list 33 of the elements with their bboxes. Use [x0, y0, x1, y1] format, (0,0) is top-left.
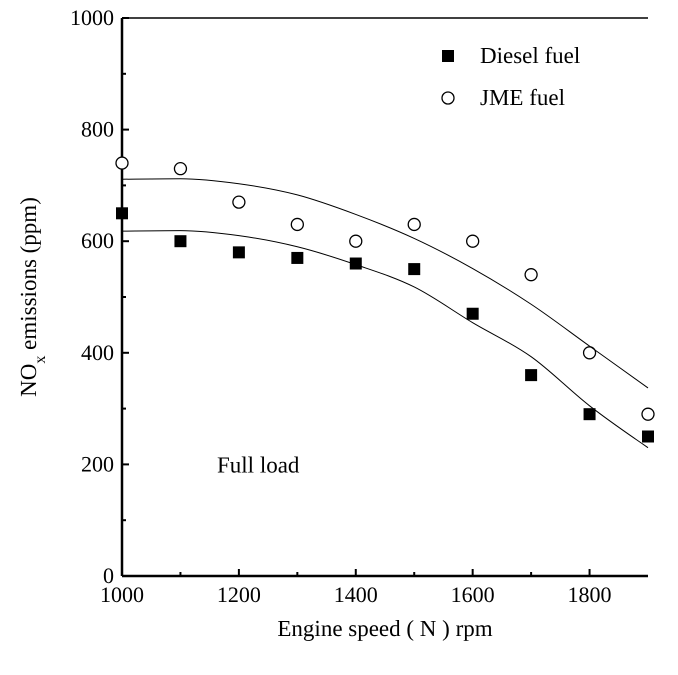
- point: [466, 308, 479, 320]
- point: [291, 252, 304, 264]
- point: [116, 207, 128, 220]
- point: [174, 162, 188, 176]
- y-tick-label: 400: [81, 340, 114, 365]
- point: [232, 195, 246, 209]
- point: [642, 430, 654, 442]
- point: [582, 346, 596, 360]
- point: [524, 268, 538, 282]
- point: [115, 156, 129, 170]
- y-tick-label: 200: [81, 451, 114, 476]
- legend-label: Diesel fuel: [480, 43, 580, 68]
- point: [349, 234, 362, 248]
- x-tick-label: 1200: [216, 582, 261, 607]
- point: [174, 235, 186, 248]
- x-tick-label: 1600: [450, 582, 495, 607]
- point: [525, 369, 538, 382]
- y-tick-label: 1000: [70, 5, 114, 30]
- y-tick-label: 800: [81, 116, 114, 142]
- point: [466, 234, 480, 248]
- x-tick-label: 1800: [568, 582, 612, 607]
- x-axis-title: Engine speed ( N ) rpm: [277, 616, 493, 641]
- point: [408, 218, 421, 232]
- point: [290, 218, 304, 232]
- point: [232, 246, 245, 258]
- legend-label: JME fuel: [480, 85, 565, 110]
- point: [408, 263, 420, 276]
- x-tick-label: 1400: [334, 582, 378, 607]
- point: [641, 408, 655, 421]
- point: [350, 258, 362, 270]
- point: [584, 408, 596, 420]
- annotation: Full load: [217, 452, 300, 478]
- y-tick-label: 600: [81, 228, 114, 254]
